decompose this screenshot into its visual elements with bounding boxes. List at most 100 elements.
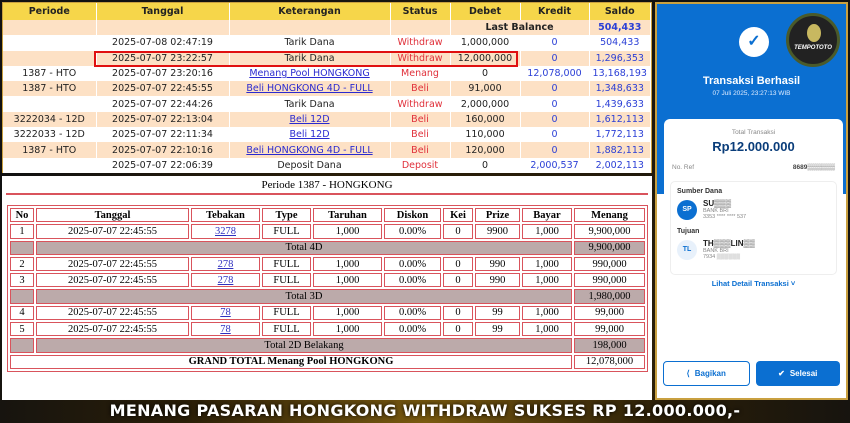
bet-cell: 990,000	[574, 256, 645, 272]
ledger-cell: 110,000	[450, 127, 521, 143]
ledger-cell: Withdraw	[390, 50, 451, 66]
bet-row: 5 2025-07-07 22:45:55 78 FULL 1,000 0.00% 0 99 1…	[10, 322, 645, 337]
blank-cell	[10, 240, 34, 255]
guess-link[interactable]: 3278	[215, 225, 236, 237]
source-account: 3353 **** **** 537	[703, 214, 747, 220]
ledger-cell: Beli	[390, 127, 451, 143]
tempototo-logo: TEMPOTOTO	[786, 13, 840, 67]
total-amount: Rp12.000.000	[712, 139, 795, 154]
done-button[interactable]: ✔ Selesai	[755, 361, 840, 386]
bet-cell: 2025-07-07 22:45:55	[36, 256, 189, 272]
blank-cell	[10, 289, 34, 304]
bet-cell: 0.00%	[384, 224, 441, 239]
check-circle-icon: ✔	[778, 369, 785, 378]
bet-cell: 0.00%	[384, 273, 441, 288]
bet-cell: 2025-07-07 22:45:55	[36, 224, 189, 239]
ledger-cell: 2,000,537	[520, 157, 590, 173]
bet-cell: 1,000	[313, 322, 382, 337]
detail-header: Type	[262, 208, 311, 223]
ledger-link[interactable]: Beli 12D	[229, 127, 391, 143]
ledger-link[interactable]: Beli 12D	[229, 111, 391, 128]
bet-cell: 1,000	[313, 273, 382, 288]
detail-link[interactable]: Lihat Detail Transaksi ˅	[711, 279, 796, 288]
ledger-cell: 0	[520, 111, 590, 128]
total-label: Total Transaksi	[731, 129, 776, 136]
guess-link[interactable]: 78	[220, 323, 231, 335]
ledger-header: Debet	[450, 3, 521, 20]
ledger-cell: 1387 - HTO	[3, 142, 97, 158]
bet-cell: 0	[443, 224, 473, 239]
ledger-header: Status	[390, 3, 451, 20]
ledger-cell: Beli	[390, 142, 451, 158]
receipt-status: Transaksi Berhasil	[702, 75, 801, 87]
subtotal-value: 198,000	[574, 338, 645, 353]
ledger-header: Keterangan	[229, 3, 391, 20]
ledger-link[interactable]: Beli HONGKONG 4D - FULL	[229, 81, 391, 97]
bet-cell: 0	[443, 256, 473, 272]
ledger-cell: 0	[520, 50, 590, 66]
share-icon: ⟨	[686, 369, 690, 378]
ledger-row: 3222033 - 12D 2025-07-07 22:11:34 Beli 12D…	[3, 127, 651, 143]
ledger-link[interactable]: Menang Pool HONGKONG	[229, 65, 391, 82]
banner-caption: MENANG PASARAN HONGKONG WITHDRAW SUKSES …	[109, 401, 741, 420]
ledger-header: Tanggal	[96, 3, 230, 20]
ledger-row: 2025-07-07 23:22:57 Tarik Dana Withdraw 12,…	[3, 50, 651, 66]
subtotal-label: Total 4D	[36, 240, 572, 255]
bet-cell: 99	[475, 322, 520, 337]
ledger-cell: 1,772,113	[589, 127, 651, 143]
detail-header: Taruhan	[313, 208, 382, 223]
bet-cell: 1,000	[313, 224, 382, 239]
ledger-cell: 12,000,000	[450, 50, 521, 66]
ledger-link[interactable]: Beli HONGKONG 4D - FULL	[229, 142, 391, 158]
ledger-cell: 1,882,113	[589, 142, 651, 158]
ledger-cell: 0	[520, 81, 590, 97]
ledger-cell	[3, 96, 97, 112]
guess-link[interactable]: 78	[220, 307, 231, 319]
ledger-row: 2025-07-07 22:44:26 Tarik Dana Withdraw 2,0…	[3, 96, 651, 112]
subtotal-value: 1,980,000	[574, 289, 645, 304]
ledger-cell: 2025-07-07 22:06:39	[96, 157, 230, 173]
ledger-cell: 2025-07-07 23:20:16	[96, 65, 230, 82]
check-icon: ✓	[739, 27, 769, 57]
subtotal-label: Total 3D	[36, 289, 572, 304]
guess-link[interactable]: 278	[217, 258, 234, 270]
ledger-cell	[3, 50, 97, 66]
bet-cell: FULL	[262, 224, 311, 239]
bet-cell: 1,000	[313, 305, 382, 321]
bet-cell: 1	[10, 224, 34, 239]
bet-cell: 1,000	[522, 322, 572, 337]
bet-cell: 1,000	[522, 256, 572, 272]
dest-name: TH▒▒▒LIN▒▒	[703, 239, 755, 248]
share-button[interactable]: ⟨ Bagikan	[663, 361, 750, 386]
detail-header: Menang	[574, 208, 645, 223]
source-bank: BANK BRI	[703, 208, 729, 214]
bet-cell: 99	[475, 305, 520, 321]
subtotal-row: Total 4D 9,900,000	[10, 240, 645, 255]
ledger-cell: Tarik Dana	[229, 96, 391, 112]
ledger-cell: 0	[520, 142, 590, 158]
ledger-cell: 0	[450, 157, 521, 173]
bet-detail-panel: Periode 1387 - HONGKONG No Tanggal Tebakan…	[2, 176, 652, 400]
bet-cell: 1,000	[313, 256, 382, 272]
ledger-header: Kredit	[520, 3, 590, 20]
guess-link[interactable]: 278	[217, 274, 234, 286]
bet-row: 2 2025-07-07 22:45:55 278 FULL 1,000 0.00% 0 99…	[10, 256, 645, 272]
transfer-receipt: ✓ TEMPOTOTO Transaksi Berhasil 07 Juli 2…	[655, 2, 848, 400]
source-name: SU▒▒▒	[703, 199, 732, 208]
subtotal-row: Total 3D 1,980,000	[10, 289, 645, 304]
ledger-cell: 12,078,000	[520, 65, 590, 82]
bet-cell: 9900	[475, 224, 520, 239]
bet-cell: FULL	[262, 273, 311, 288]
ledger-cell: 1,296,353	[589, 50, 651, 66]
ledger-cell: 2025-07-07 22:44:26	[96, 96, 230, 112]
ledger-cell: 1,612,113	[589, 111, 651, 128]
bet-cell: FULL	[262, 305, 311, 321]
bet-row: 3 2025-07-07 22:45:55 278 FULL 1,000 0.00% 0 99…	[10, 273, 645, 288]
dest-avatar: TL	[677, 239, 697, 260]
ledger-cell: 1387 - HTO	[3, 81, 97, 97]
bet-cell: 78	[191, 322, 260, 337]
detail-header: No	[10, 208, 34, 223]
ledger-cell: 0	[520, 96, 590, 112]
ledger-cell: 3222034 - 12D	[3, 111, 97, 128]
ledger-cell: 1,000,000	[450, 35, 521, 51]
